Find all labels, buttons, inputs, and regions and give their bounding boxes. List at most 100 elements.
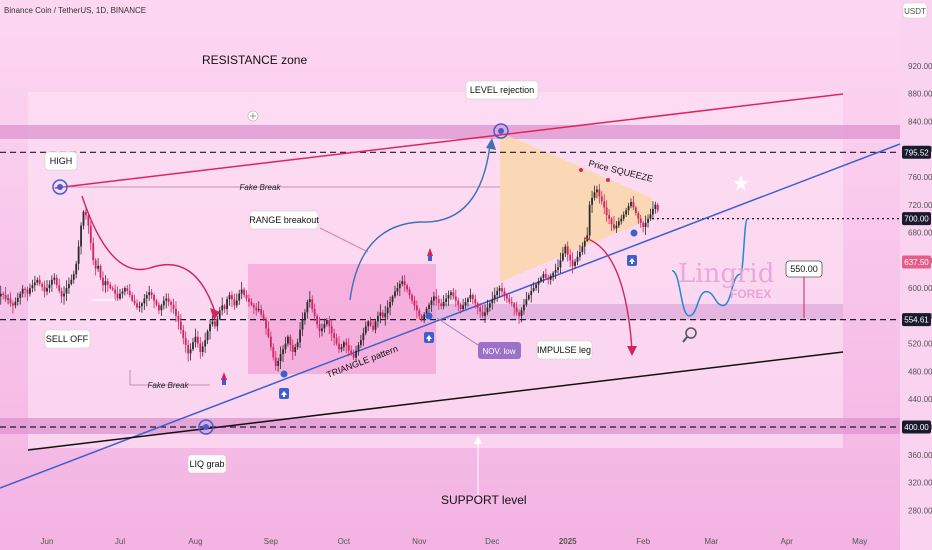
candle-body (177, 315, 180, 322)
candle-body (630, 201, 632, 207)
y-tick-label: 280.00 (908, 506, 932, 515)
up-arrow-glyph-icon (629, 258, 635, 264)
candle-body (396, 288, 399, 292)
candle-body (33, 282, 36, 286)
candle-body (206, 331, 209, 341)
price-tag[interactable] (902, 313, 931, 327)
candle-body (194, 336, 197, 343)
y-tick-label: 520.00 (908, 340, 932, 349)
candle-body (316, 315, 318, 325)
candle-body (211, 321, 214, 325)
candle-body (114, 289, 117, 294)
high-circle (52, 179, 68, 195)
high-dot (57, 184, 63, 190)
price-tag[interactable] (902, 212, 931, 226)
candle-body (89, 225, 92, 243)
candle-body (420, 315, 423, 320)
triangle-touch-dot-1 (280, 370, 288, 378)
liq-grab-box (187, 454, 227, 474)
candle-body (642, 222, 645, 227)
candle-body (250, 301, 253, 305)
sell-off-arrowhead (210, 308, 220, 320)
candle-body (564, 246, 567, 254)
demand-band (430, 304, 843, 320)
candle-body (323, 324, 326, 329)
candle-body (262, 314, 265, 320)
candle-body (476, 303, 479, 308)
candle-body (226, 299, 228, 309)
x-tick-label: Nov (412, 537, 426, 546)
candle-body (311, 299, 314, 309)
candle-body (413, 300, 416, 306)
candle-body (425, 308, 428, 315)
candle-body (204, 340, 207, 347)
candle-body (454, 296, 457, 301)
add-icon[interactable] (247, 110, 259, 122)
candle-body (46, 288, 48, 292)
candle-body (540, 277, 542, 282)
candle-body (94, 260, 97, 269)
candle-body (284, 343, 287, 350)
price-tag[interactable] (902, 145, 931, 159)
currency-box[interactable] (902, 2, 928, 19)
candle-body (374, 321, 377, 330)
candle-body (48, 284, 51, 289)
candle-body (605, 207, 608, 216)
price-tag[interactable] (902, 255, 931, 269)
candle-body (532, 288, 535, 291)
candle-body (360, 340, 362, 346)
candle-body (608, 215, 610, 219)
candle-body (557, 267, 559, 271)
marker-circles (52, 123, 509, 435)
watermark-logo: Lingrid (678, 259, 774, 289)
horizontal-levels (0, 151, 900, 428)
candle-body (58, 285, 61, 291)
candle-body (330, 326, 333, 334)
candle-body (102, 277, 104, 286)
candle-body (116, 293, 119, 299)
candle-body (571, 260, 574, 266)
y-tick-label: 840.00 (908, 117, 932, 126)
support-pointer-head (474, 436, 482, 444)
candlestick-series (0, 184, 659, 372)
candle-body (24, 288, 26, 290)
candle-body (596, 189, 598, 193)
candle-body (335, 338, 338, 344)
candle-body (201, 346, 204, 352)
candle-body (435, 296, 438, 300)
candle-body (620, 218, 623, 222)
candle-body (291, 345, 294, 352)
candle-body (43, 286, 46, 292)
candle-body (406, 285, 409, 290)
candle-body (386, 307, 389, 314)
candle-body (338, 343, 340, 350)
x-tick-label: 2025 (559, 537, 577, 546)
candle-body (486, 307, 489, 313)
candle-body (126, 288, 129, 291)
range-breakout-label: RANGE breakout (249, 215, 319, 225)
candle-body (209, 324, 211, 332)
candle-body (574, 261, 576, 266)
candle-body (260, 308, 263, 315)
candle-body (491, 299, 494, 304)
candle-body (357, 345, 360, 351)
candle-body (613, 224, 615, 229)
price-tags[interactable]: 795.52 700.00 637.50 554.61 400.00 (902, 145, 931, 434)
rocket-icons (221, 248, 433, 385)
rocket-icon (427, 248, 433, 256)
candle-body (583, 240, 586, 247)
candle-body (199, 343, 202, 352)
target-550-box (785, 260, 823, 278)
candle-body (544, 274, 547, 278)
high-label: HIGH (50, 156, 73, 166)
magnifier-icon (682, 327, 697, 343)
candle-body (72, 274, 75, 280)
candle-body (53, 277, 56, 280)
price-tag[interactable] (902, 420, 931, 434)
candle-body (216, 318, 219, 327)
triangle-touch-dot-3 (630, 229, 638, 237)
candle-body (272, 347, 275, 358)
candle-body (111, 288, 114, 290)
candle-body (391, 296, 394, 302)
candle-body (493, 295, 496, 300)
